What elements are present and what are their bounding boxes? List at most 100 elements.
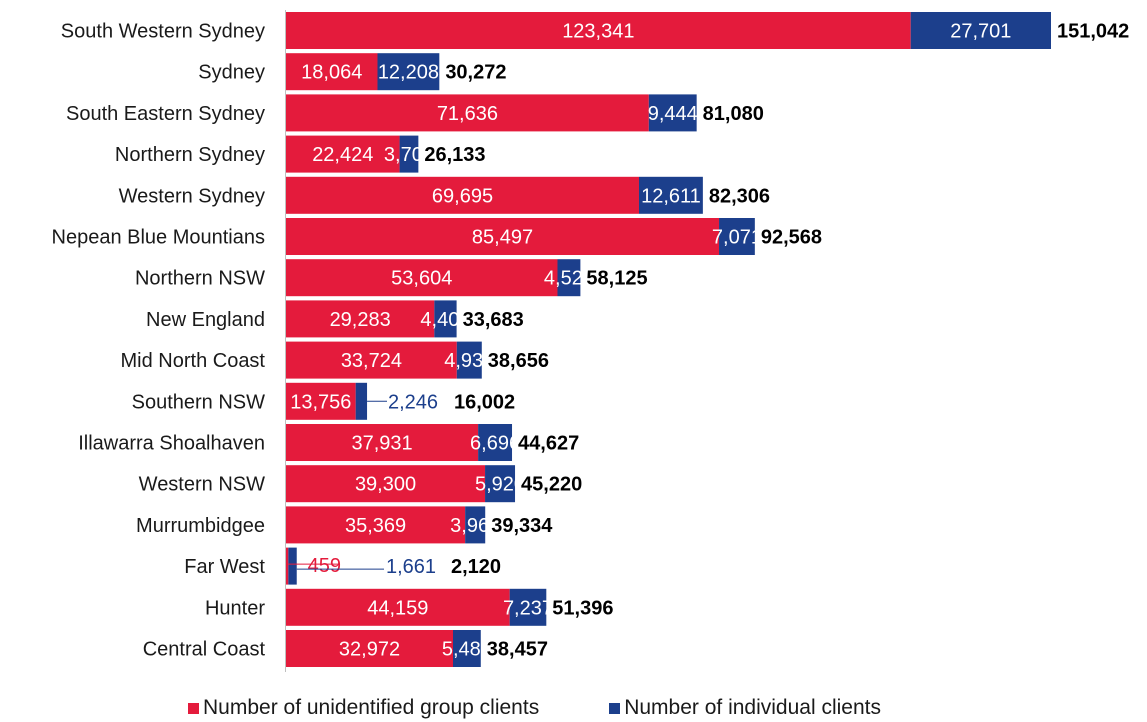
total-label: 2,120 — [451, 556, 501, 578]
total-label: 33,683 — [463, 309, 524, 331]
data-label-individual: 12,611 — [641, 185, 701, 207]
data-label-individual: 2,246 — [388, 391, 438, 413]
bar-segment-individual — [288, 547, 297, 585]
bar-segment-individual — [638, 176, 703, 214]
data-label-individual: 27,701 — [950, 21, 1011, 43]
data-label-individual: 5,920 — [475, 474, 525, 496]
legend-label-group: Number of unidentified group clients — [203, 696, 540, 719]
bar-segment-group — [286, 341, 457, 379]
data-label-group: 53,604 — [391, 268, 452, 290]
total-label: 38,656 — [488, 350, 549, 372]
legend-swatch-individual — [609, 702, 621, 714]
bar-segment-group — [286, 176, 639, 214]
total-label: 51,396 — [552, 597, 613, 619]
total-label: 30,272 — [445, 62, 506, 84]
data-label-individual: 4,400 — [420, 309, 470, 331]
category-label: South Eastern Sydney — [66, 103, 265, 125]
bar-segment-group — [286, 135, 400, 173]
bar-segment-individual — [465, 506, 486, 544]
data-label-group: 18,064 — [301, 62, 362, 84]
bar-segment-group — [286, 588, 510, 626]
data-label-group: 33,724 — [341, 350, 402, 372]
data-label-group: 37,931 — [351, 433, 412, 455]
data-label-individual: 1,661 — [386, 556, 436, 578]
bar-segment-individual — [509, 588, 547, 626]
category-label: Central Coast — [143, 639, 266, 661]
bar-segment-group — [286, 94, 649, 132]
data-label-individual: 3,965 — [450, 515, 500, 537]
bar-segment-group — [286, 506, 466, 544]
bar-segment-individual — [355, 382, 368, 420]
legend-label-individual: Number of individual clients — [624, 696, 881, 719]
category-label: Northern Sydney — [115, 144, 265, 166]
bar-segment-individual — [452, 630, 481, 667]
bar-segment-individual — [456, 341, 482, 379]
category-label: Murrumbidgee — [136, 515, 265, 537]
data-label-group: 44,159 — [367, 597, 428, 619]
bar-segment-individual — [648, 94, 697, 132]
category-label: Mid North Coast — [121, 350, 266, 372]
bar-segment-individual — [478, 424, 513, 461]
data-label-group: 71,636 — [437, 103, 498, 125]
stacked-bar-chart: South Western Sydney 123,341 27,701 151,042… — [52, 10, 1129, 672]
bar-segment-individual — [485, 465, 516, 503]
data-label-group: 69,695 — [432, 185, 493, 207]
bar-segment-group — [286, 547, 289, 585]
category-label: New England — [146, 309, 265, 331]
total-label: 92,568 — [761, 227, 822, 249]
category-label: Nepean Blue Mountians — [52, 227, 265, 249]
category-label: Northern NSW — [135, 268, 265, 290]
bar-segment-group — [286, 465, 486, 503]
data-label-individual: 9,444 — [648, 103, 698, 125]
legend: Number of unidentified group clients Num… — [188, 696, 881, 720]
bar-segment-group — [286, 630, 453, 667]
data-label-individual: 4,521 — [544, 268, 594, 290]
bar-segment-individual — [719, 218, 755, 255]
data-label-group: 32,972 — [339, 639, 400, 661]
total-label: 44,627 — [518, 433, 579, 455]
total-label: 151,042 — [1057, 21, 1129, 43]
data-label-group: 22,424 — [312, 144, 373, 166]
legend-swatch-group — [188, 702, 199, 714]
bar-segment-individual — [557, 259, 581, 297]
data-label-individual: 6,696 — [470, 433, 520, 455]
bar-segment-individual — [910, 12, 1051, 49]
bar-segment-group — [286, 12, 911, 49]
bars-group: South Western Sydney 123,341 27,701 151,042… — [52, 12, 1129, 667]
category-label: Southern NSW — [132, 391, 266, 413]
category-label: Illawarra Shoalhaven — [78, 433, 265, 455]
data-label-individual: 5,485 — [442, 639, 492, 661]
legend-item-group: Number of unidentified group clients — [188, 696, 539, 720]
total-label: 81,080 — [703, 103, 764, 125]
bar-segment-individual — [377, 53, 440, 91]
data-label-group: 29,283 — [330, 309, 391, 331]
bar-segment-group — [286, 53, 378, 91]
data-label-group: 35,369 — [345, 515, 406, 537]
category-label: Far West — [184, 556, 265, 578]
category-label: Hunter — [205, 597, 265, 619]
total-label: 45,220 — [521, 474, 582, 496]
data-label-group: 459 — [308, 555, 341, 577]
data-label-group: 39,300 — [355, 474, 416, 496]
data-label-individual: 7,237 — [503, 597, 553, 619]
bar-segment-group — [286, 382, 356, 420]
bar-segment-group — [286, 218, 720, 255]
total-label: 39,334 — [491, 515, 553, 537]
data-label-group: 13,756 — [290, 391, 351, 413]
data-label-individual: 12,208 — [378, 62, 439, 84]
total-label: 58,125 — [586, 268, 647, 290]
data-label-group: 85,497 — [472, 227, 533, 249]
category-label: Western NSW — [139, 474, 265, 496]
category-label: South Western Sydney — [61, 21, 265, 43]
total-label: 16,002 — [454, 391, 515, 413]
bar-segment-individual — [399, 135, 419, 173]
data-label-individual: 7,071 — [712, 227, 762, 249]
data-label-group: 123,341 — [562, 21, 634, 43]
bar-segment-group — [286, 424, 479, 461]
bar-segment-group — [286, 259, 558, 297]
total-label: 82,306 — [709, 185, 770, 207]
bar-segment-individual — [434, 300, 457, 338]
total-label: 38,457 — [487, 639, 548, 661]
total-label: 26,133 — [424, 144, 485, 166]
category-label: Sydney — [198, 62, 265, 84]
